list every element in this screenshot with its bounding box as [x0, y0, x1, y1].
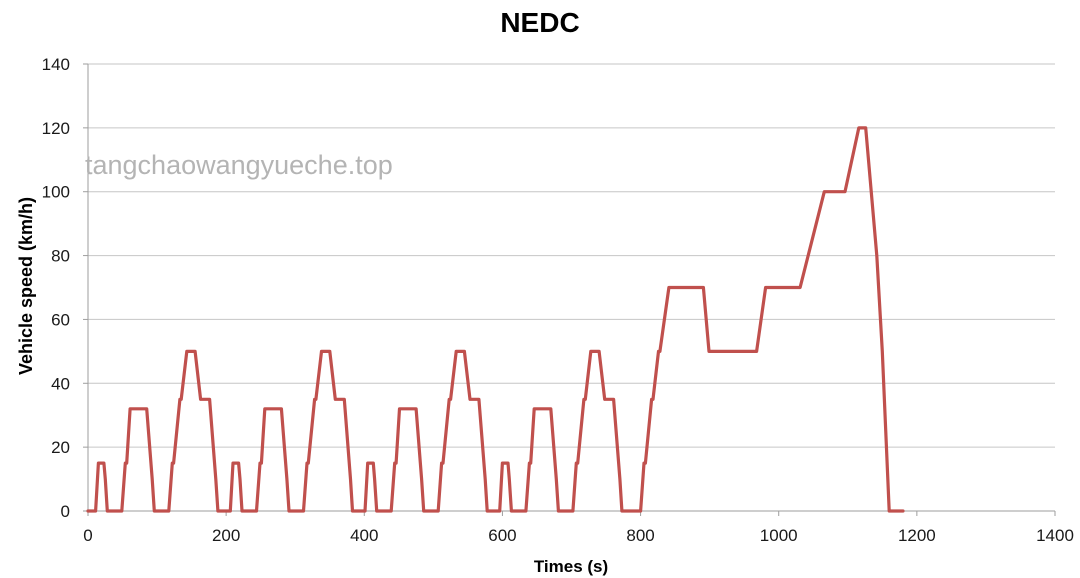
y-axis-label: Vehicle speed (km/h)	[16, 197, 36, 375]
x-tick-label: 200	[212, 526, 240, 545]
x-axis-label: Times (s)	[534, 557, 608, 576]
speed-line	[86, 126, 905, 513]
chart-title: NEDC	[500, 7, 579, 38]
x-tick-label: 800	[626, 526, 654, 545]
y-tick-label: 60	[51, 310, 70, 329]
y-tick-label: 40	[51, 374, 70, 393]
y-tick-label: 0	[61, 502, 70, 521]
y-axis-ticks: 0 20 40 60 80 100 120 140	[42, 55, 88, 521]
x-axis-ticks: 0 200 400 600 800 1000 1200 1400	[83, 511, 1074, 545]
gridlines	[88, 63, 1055, 448]
x-tick-label: 1200	[898, 526, 936, 545]
x-tick-label: 600	[488, 526, 516, 545]
y-tick-label: 20	[51, 438, 70, 457]
x-tick-label: 1000	[760, 526, 798, 545]
x-tick-label: 0	[83, 526, 92, 545]
y-tick-label: 80	[51, 247, 70, 266]
y-tick-label: 120	[42, 119, 70, 138]
series-layer	[86, 126, 905, 513]
x-tick-label: 1400	[1036, 526, 1074, 545]
y-tick-label: 140	[42, 55, 70, 74]
watermark: tangchaowangyueche.top	[85, 150, 393, 180]
y-tick-label: 100	[42, 183, 70, 202]
x-tick-label: 400	[350, 526, 378, 545]
